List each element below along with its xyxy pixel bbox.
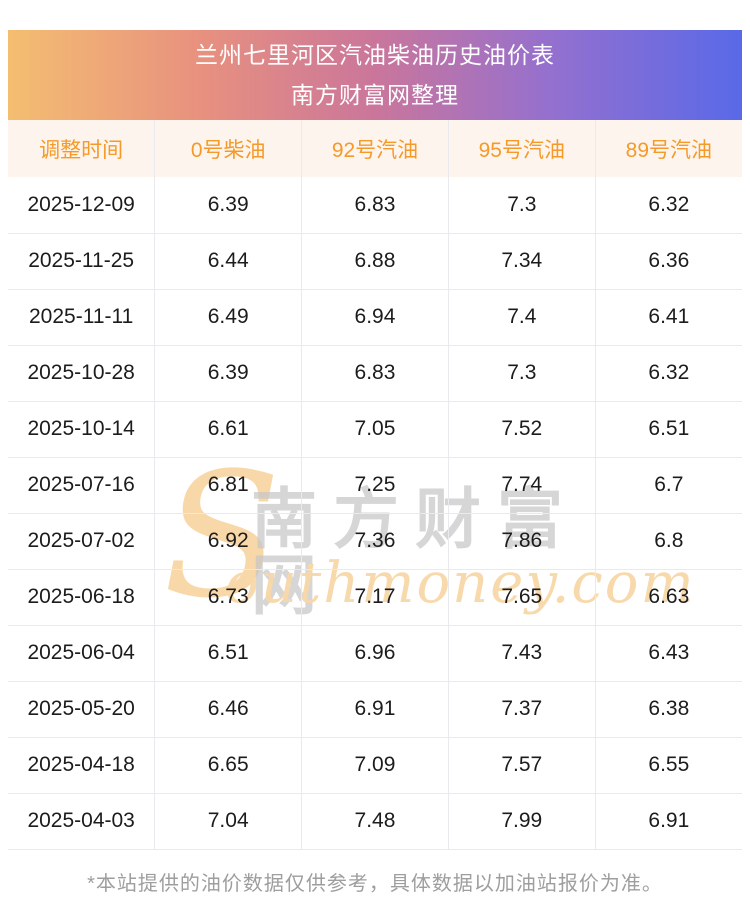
cell-price: 6.61 xyxy=(154,401,303,458)
table-body: 2025-12-09 6.39 6.83 7.3 6.32 2025-11-25 6.44 6… xyxy=(8,177,742,850)
cell-price: 7.4 xyxy=(448,289,596,346)
col-header-gasoline-95: 95号汽油 xyxy=(448,120,596,177)
table-row: 2025-04-03 7.04 7.48 7.99 6.91 xyxy=(8,793,742,850)
table-row: 2025-07-02 6.92 7.36 7.86 6.8 xyxy=(8,513,742,570)
cell-adjust-date: 2025-07-02 xyxy=(8,513,156,570)
table-header: 调整时间 0号柴油 92号汽油 95号汽油 89号汽油 xyxy=(8,120,742,177)
page-title: 兰州七里河区汽油柴油历史油价表 xyxy=(195,41,555,68)
cell-price: 6.49 xyxy=(154,289,303,346)
cell-price: 6.83 xyxy=(301,345,449,402)
table-row: 2025-10-14 6.61 7.05 7.52 6.51 xyxy=(8,401,742,458)
cell-price: 6.44 xyxy=(154,233,303,290)
table-row: 2025-12-09 6.39 6.83 7.3 6.32 xyxy=(8,177,742,234)
cell-price: 7.3 xyxy=(448,345,596,402)
col-header-adjust-date: 调整时间 xyxy=(8,120,156,177)
cell-price: 6.65 xyxy=(154,737,303,794)
cell-price: 7.04 xyxy=(154,793,303,850)
table-row: 2025-11-11 6.49 6.94 7.4 6.41 xyxy=(8,289,742,346)
cell-price: 6.32 xyxy=(595,345,742,402)
cell-price: 6.39 xyxy=(154,345,303,402)
table-header-row: 调整时间 0号柴油 92号汽油 95号汽油 89号汽油 xyxy=(8,120,742,177)
cell-adjust-date: 2025-10-14 xyxy=(8,401,156,458)
cell-price: 6.91 xyxy=(301,681,449,738)
title-banner: 兰州七里河区汽油柴油历史油价表 南方财富网整理 xyxy=(8,30,742,120)
cell-price: 6.81 xyxy=(154,457,303,514)
cell-price: 6.96 xyxy=(301,625,449,682)
cell-price: 7.17 xyxy=(301,569,449,626)
cell-adjust-date: 2025-12-09 xyxy=(8,177,156,234)
table-row: 2025-04-18 6.65 7.09 7.57 6.55 xyxy=(8,737,742,794)
cell-price: 7.99 xyxy=(448,793,596,850)
table-row: 2025-06-18 6.73 7.17 7.65 6.63 xyxy=(8,569,742,626)
cell-price: 6.51 xyxy=(154,625,303,682)
col-header-gasoline-92: 92号汽油 xyxy=(301,120,449,177)
cell-adjust-date: 2025-07-16 xyxy=(8,457,156,514)
cell-price: 7.3 xyxy=(448,177,596,234)
cell-adjust-date: 2025-06-18 xyxy=(8,569,156,626)
cell-price: 6.92 xyxy=(154,513,303,570)
cell-price: 6.7 xyxy=(595,457,742,514)
cell-price: 6.55 xyxy=(595,737,742,794)
cell-adjust-date: 2025-04-03 xyxy=(8,793,156,850)
cell-price: 6.43 xyxy=(595,625,742,682)
table-row: 2025-06-04 6.51 6.96 7.43 6.43 xyxy=(8,625,742,682)
cell-price: 7.57 xyxy=(448,737,596,794)
cell-price: 7.74 xyxy=(448,457,596,514)
cell-price: 6.91 xyxy=(595,793,742,850)
table-row: 2025-07-16 6.81 7.25 7.74 6.7 xyxy=(8,457,742,514)
cell-price: 7.86 xyxy=(448,513,596,570)
table-row: 2025-10-28 6.39 6.83 7.3 6.32 xyxy=(8,345,742,402)
cell-price: 7.43 xyxy=(448,625,596,682)
cell-price: 6.88 xyxy=(301,233,449,290)
cell-price: 7.09 xyxy=(301,737,449,794)
cell-price: 6.83 xyxy=(301,177,449,234)
cell-price: 6.39 xyxy=(154,177,303,234)
table-row: 2025-05-20 6.46 6.91 7.37 6.38 xyxy=(8,681,742,738)
cell-price: 6.46 xyxy=(154,681,303,738)
cell-price: 6.36 xyxy=(595,233,742,290)
cell-price: 6.94 xyxy=(301,289,449,346)
cell-price: 6.38 xyxy=(595,681,742,738)
cell-price: 7.37 xyxy=(448,681,596,738)
disclaimer-note: *本站提供的油价数据仅供参考，具体数据以加油站报价为准。 xyxy=(87,872,663,895)
cell-price: 6.73 xyxy=(154,569,303,626)
cell-price: 6.32 xyxy=(595,177,742,234)
page-subtitle: 南方财富网整理 xyxy=(291,81,459,108)
table-row: 2025-11-25 6.44 6.88 7.34 6.36 xyxy=(8,233,742,290)
cell-price: 6.41 xyxy=(595,289,742,346)
cell-adjust-date: 2025-04-18 xyxy=(8,737,156,794)
cell-price: 7.05 xyxy=(301,401,449,458)
col-header-diesel-0: 0号柴油 xyxy=(154,120,303,177)
cell-price: 6.63 xyxy=(595,569,742,626)
cell-price: 7.48 xyxy=(301,793,449,850)
cell-price: 6.8 xyxy=(595,513,742,570)
cell-price: 7.34 xyxy=(448,233,596,290)
cell-adjust-date: 2025-05-20 xyxy=(8,681,156,738)
col-header-gasoline-89: 89号汽油 xyxy=(595,120,742,177)
cell-price: 7.36 xyxy=(301,513,449,570)
cell-price: 7.52 xyxy=(448,401,596,458)
cell-price: 7.25 xyxy=(301,457,449,514)
cell-adjust-date: 2025-11-11 xyxy=(8,289,156,346)
cell-adjust-date: 2025-10-28 xyxy=(8,345,156,402)
cell-price: 6.51 xyxy=(595,401,742,458)
fuel-price-history-table: 调整时间 0号柴油 92号汽油 95号汽油 89号汽油 2025-12-09 6.… xyxy=(8,120,742,850)
price-table-container: S 南方财富网 outhmoney.com 调整时间 0号柴油 92号汽油 95… xyxy=(8,120,742,850)
cell-price: 7.65 xyxy=(448,569,596,626)
cell-adjust-date: 2025-11-25 xyxy=(8,233,156,290)
cell-adjust-date: 2025-06-04 xyxy=(8,625,156,682)
